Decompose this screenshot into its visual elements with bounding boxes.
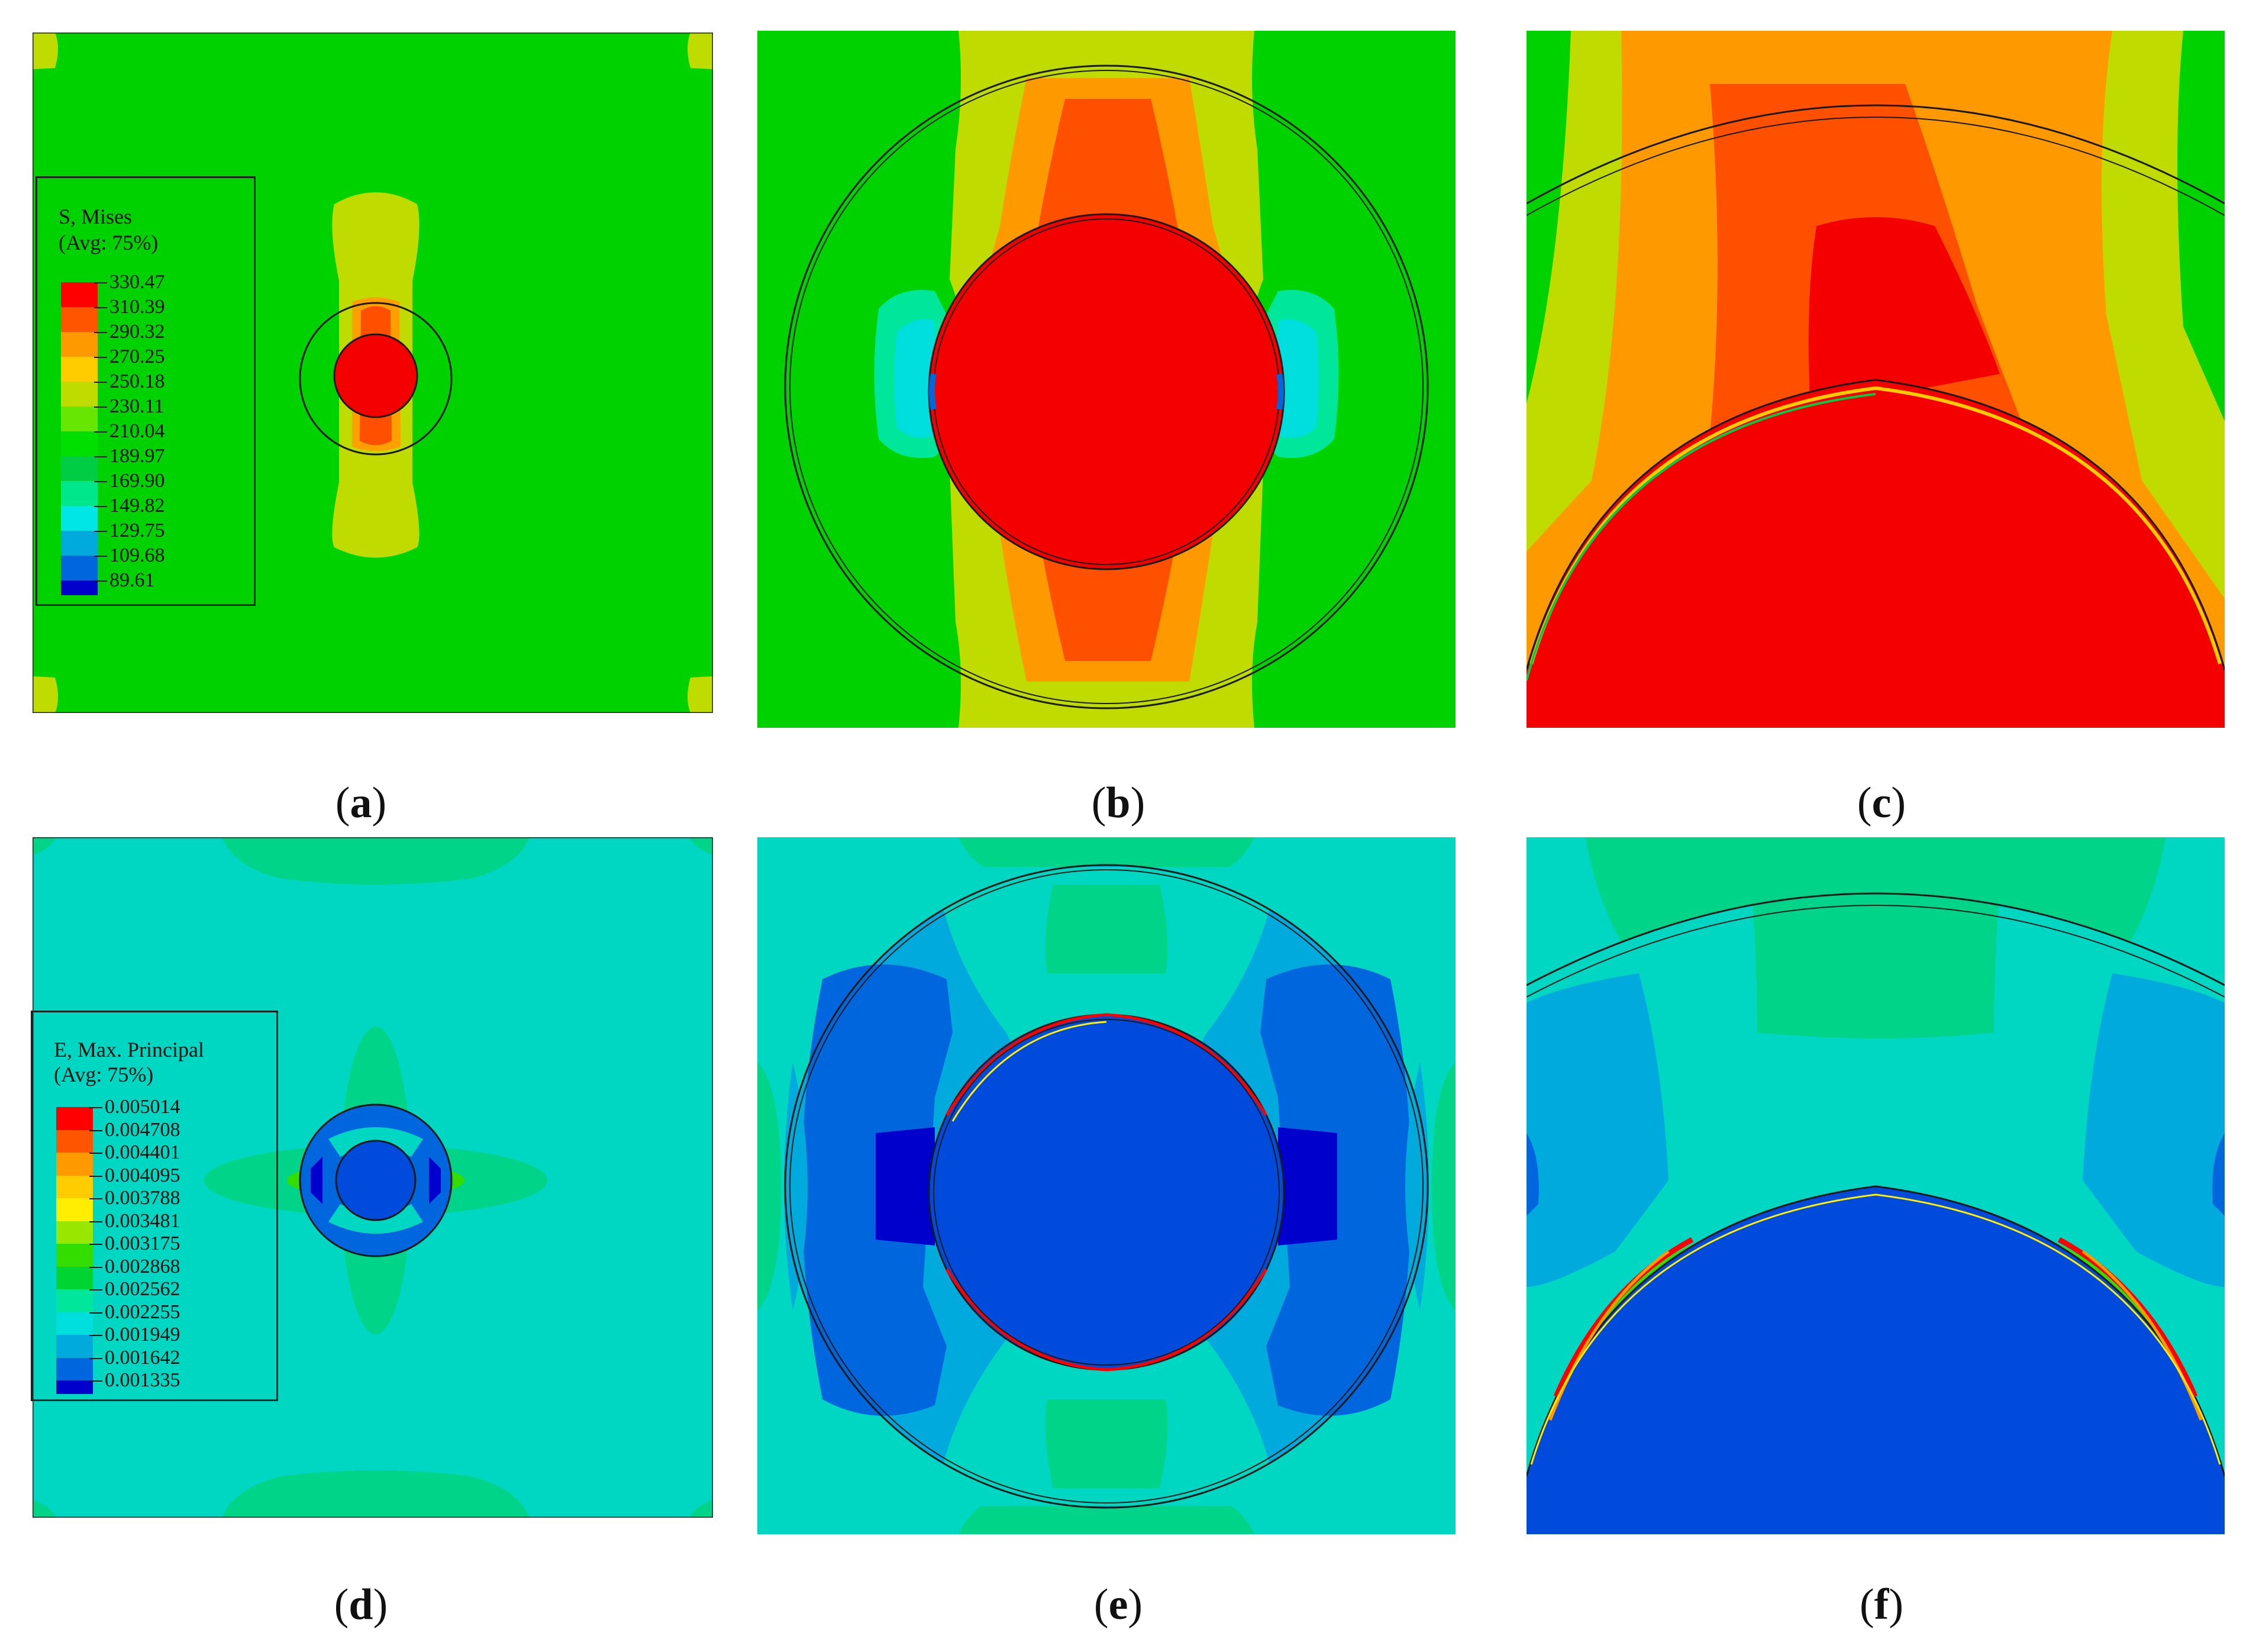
strain-legend-value: 0.005014 xyxy=(105,1096,180,1118)
panel-d-strain-plate xyxy=(33,837,713,1518)
strain-legend-value: 0.001949 xyxy=(105,1324,180,1346)
panel-a-stress-plate xyxy=(33,33,713,713)
stress-legend-value: 210.04 xyxy=(109,420,165,442)
panel-f-strain-closeup xyxy=(1527,837,2225,1534)
strain-legend-tick xyxy=(89,1130,102,1131)
stress-legend-subtitle: (Avg: 75%) xyxy=(59,231,159,254)
strain-legend-value: 0.003175 xyxy=(105,1232,180,1254)
stress-legend-title: S, Mises xyxy=(59,205,133,228)
strain-legend-swatch xyxy=(56,1175,93,1198)
stress-legend-tick xyxy=(94,431,107,433)
strain-legend-tick xyxy=(89,1266,102,1268)
strain-legend-tick xyxy=(89,1198,102,1199)
caption-f: (f) xyxy=(1860,1580,1903,1629)
strain-legend-title: E, Max. Principal xyxy=(54,1038,204,1061)
strain-legend-value: 0.003481 xyxy=(105,1209,180,1232)
strain-legend-tick xyxy=(89,1289,102,1290)
stress-legend-value: 250.18 xyxy=(109,370,165,392)
stress-legend-swatch xyxy=(61,357,98,382)
stress-legend-value: 149.82 xyxy=(109,495,165,517)
stress-legend-tick xyxy=(94,406,107,408)
stress-legend-tick xyxy=(94,357,107,358)
strain-legend-tick xyxy=(89,1221,102,1222)
stress-legend-swatch xyxy=(61,506,98,531)
stress-legend-swatch xyxy=(61,382,98,406)
strain-legend-swatch xyxy=(56,1153,93,1176)
strain-legend-swatch xyxy=(56,1221,93,1244)
stress-legend-tick xyxy=(94,282,107,283)
stress-legend-swatch xyxy=(61,481,98,506)
panel-b-stress-zoom xyxy=(757,31,1456,728)
stress-legend-value: 189.97 xyxy=(109,445,165,467)
strain-legend: E, Max. Principal (Avg: 75%) 0.005014 0.0… xyxy=(31,1011,278,1401)
strain-legend-swatch xyxy=(56,1289,93,1312)
strain-legend-swatch xyxy=(56,1244,93,1267)
stress-legend-swatch xyxy=(61,332,98,357)
strain-legend-value: 0.001642 xyxy=(105,1346,180,1369)
stress-legend-value: 169.90 xyxy=(109,470,165,492)
stress-legend-value: 290.32 xyxy=(109,321,165,343)
stress-legend-value: 310.39 xyxy=(109,296,165,318)
strain-legend-swatch xyxy=(56,1357,93,1380)
strain-legend-swatch xyxy=(56,1198,93,1221)
stress-legend-swatch xyxy=(61,456,98,481)
strain-legend-value: 0.001335 xyxy=(105,1369,180,1391)
stress-legend: S, Mises (Avg: 75%) 330.47 310.39 290.32 27… xyxy=(36,176,256,606)
stress-legend-value: 89.61 xyxy=(109,569,155,591)
strain-legend-swatch xyxy=(56,1130,93,1153)
caption-e: (e) xyxy=(1093,1580,1143,1629)
caption-c: (c) xyxy=(1857,779,1906,827)
stress-legend-swatch xyxy=(61,431,98,456)
stress-legend-swatch xyxy=(61,307,98,332)
strain-legend-tick xyxy=(89,1357,102,1359)
strain-legend-value: 0.004708 xyxy=(105,1118,180,1141)
strain-legend-swatch xyxy=(56,1107,93,1130)
stress-legend-value: 270.25 xyxy=(109,346,165,367)
caption-d: (d) xyxy=(334,1580,388,1629)
stress-legend-value: 129.75 xyxy=(109,520,165,541)
strain-legend-tick xyxy=(89,1244,102,1245)
strain-legend-tick xyxy=(89,1335,102,1336)
stress-legend-tick xyxy=(94,481,107,482)
strain-legend-tick xyxy=(89,1380,102,1382)
stress-legend-tick xyxy=(94,307,107,308)
strain-legend-value: 0.002562 xyxy=(105,1278,180,1300)
strain-legend-swatch xyxy=(56,1380,93,1394)
strain-legend-value: 0.004095 xyxy=(105,1164,180,1186)
caption-a: (a) xyxy=(335,779,387,827)
stress-legend-tick xyxy=(94,580,107,582)
stress-legend-tick xyxy=(94,506,107,507)
stress-legend-tick xyxy=(94,332,107,333)
strain-legend-tick xyxy=(89,1107,102,1108)
strain-legend-value: 0.002868 xyxy=(105,1255,180,1277)
stress-legend-tick xyxy=(94,556,107,557)
stress-legend-value: 230.11 xyxy=(109,395,164,417)
panel-e-strain-zoom xyxy=(757,837,1456,1534)
stress-legend-tick xyxy=(94,382,107,383)
strain-legend-subtitle: (Avg: 75%) xyxy=(54,1063,154,1086)
stress-legend-swatch xyxy=(61,406,98,431)
strain-legend-tick xyxy=(89,1153,102,1154)
strain-legend-swatch xyxy=(56,1266,93,1289)
stress-legend-swatch xyxy=(61,556,98,580)
strain-legend-tick xyxy=(89,1312,102,1314)
caption-b: (b) xyxy=(1091,779,1145,827)
panel-c-stress-closeup xyxy=(1527,31,2225,728)
strain-legend-value: 0.004401 xyxy=(105,1141,180,1163)
stress-legend-swatch xyxy=(61,531,98,556)
stress-legend-swatch xyxy=(61,580,98,595)
strain-legend-swatch xyxy=(56,1335,93,1358)
stress-legend-value: 109.68 xyxy=(109,544,165,566)
stress-legend-swatch xyxy=(61,282,98,307)
stress-legend-value: 330.47 xyxy=(109,271,165,293)
stress-legend-tick xyxy=(94,456,107,457)
strain-legend-value: 0.003788 xyxy=(105,1187,180,1209)
strain-legend-swatch xyxy=(56,1312,93,1335)
strain-legend-tick xyxy=(89,1175,102,1177)
strain-legend-value: 0.002255 xyxy=(105,1301,180,1323)
stress-legend-tick xyxy=(94,531,107,532)
